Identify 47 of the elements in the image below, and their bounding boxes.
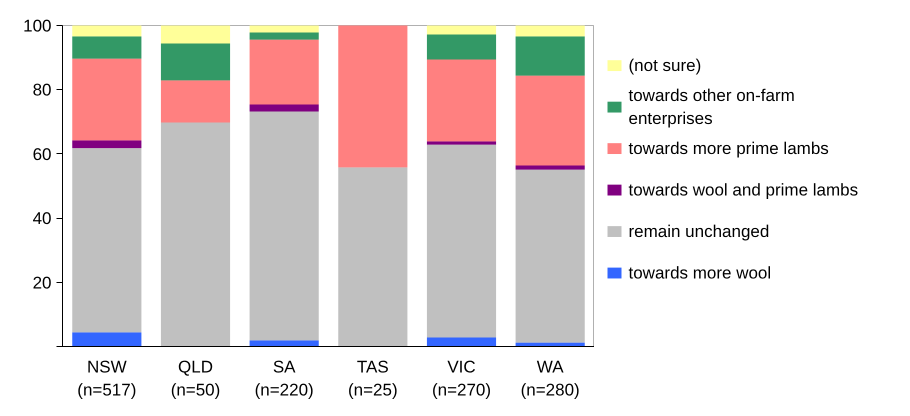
bar: [72, 58, 142, 140]
bar: [426, 338, 496, 346]
bar: [426, 26, 496, 34]
bar: [250, 112, 319, 340]
bar: [516, 76, 585, 166]
bar: [516, 165, 585, 170]
bar: [426, 34, 496, 60]
bar: [72, 332, 142, 346]
bar: [338, 167, 408, 346]
x-tick-label: QLD (n=50): [170, 358, 220, 400]
legend-label: (not sure): [628, 56, 702, 76]
y-tick-label: 20: [32, 273, 52, 292]
x-tick-label: WA (n=280): [520, 358, 580, 400]
x-tick-label: TAS (n=25): [348, 358, 398, 400]
bar: [160, 43, 230, 80]
bar: [72, 26, 142, 36]
legend-label: towards other on-farm enterprises: [628, 86, 795, 128]
x-tick-label: NSW (n=517): [77, 358, 136, 400]
bar: [72, 148, 142, 332]
bar: [250, 32, 319, 40]
legend-label: towards more wool: [628, 264, 772, 283]
legend-label: remain unchanged: [628, 222, 770, 242]
bar: [516, 170, 585, 343]
bar: [338, 26, 408, 168]
bar: [160, 122, 230, 346]
bar: [426, 141, 496, 145]
bar: [516, 26, 585, 36]
bar: [160, 26, 230, 44]
bar: [250, 40, 319, 104]
bar: [160, 80, 230, 122]
legend-label: towards wool and prime lambs: [628, 180, 858, 200]
y-tick-label: 80: [32, 80, 52, 100]
bar: [250, 340, 319, 346]
bar: [250, 104, 319, 112]
y-tick-label: 40: [32, 209, 52, 228]
bar: [426, 144, 496, 338]
x-tick-label: VIC (n=270): [432, 358, 492, 400]
bar: [426, 60, 496, 142]
bar: [516, 342, 585, 346]
bar: [516, 36, 585, 76]
y-tick-label: 100: [23, 16, 52, 36]
y-tick-label: 60: [32, 144, 52, 164]
bar: [72, 36, 142, 59]
bar: [72, 140, 142, 148]
bar: [250, 26, 319, 33]
x-tick-label: SA (n=220): [254, 358, 314, 400]
legend-label: towards more prime lambs: [628, 139, 829, 158]
